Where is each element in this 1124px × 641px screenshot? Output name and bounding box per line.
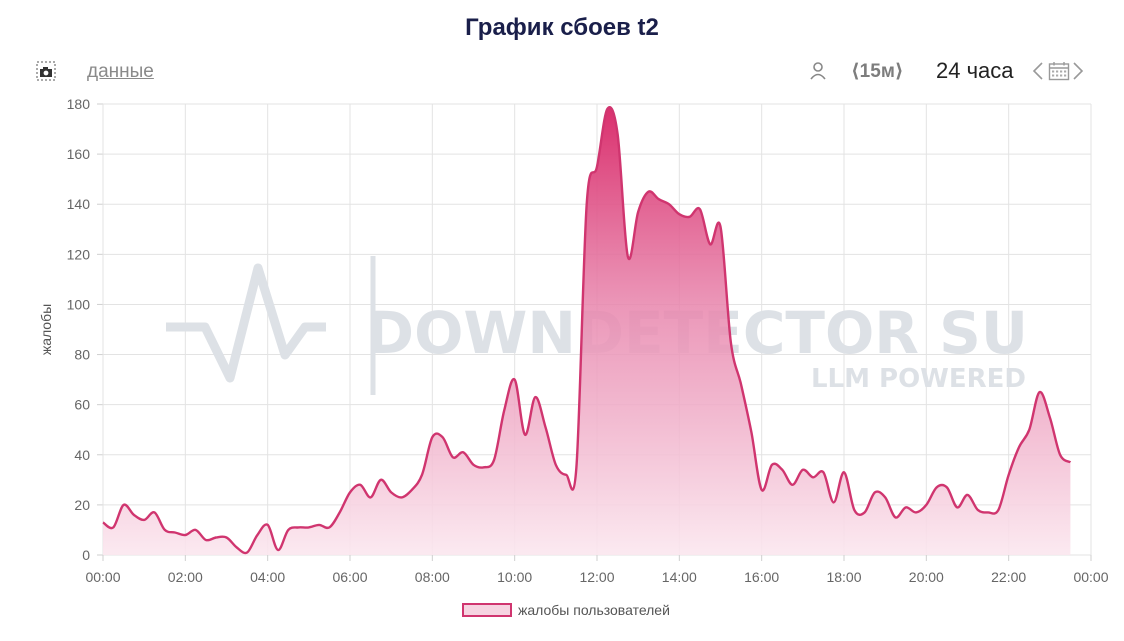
series-area	[103, 107, 1071, 556]
y-axis-ticks: 0 20 40 60 80 100 120 140 160 180	[67, 96, 91, 563]
y-tick-label: 0	[82, 547, 90, 563]
y-tick-label: 40	[74, 447, 90, 463]
x-axis-ticks: 00:00 02:00 04:00 06:00 08:00 10:00 12:00 14:00…	[85, 569, 1108, 585]
x-tick-label: 16:00	[744, 569, 779, 585]
x-tick-label: 00:00	[85, 569, 120, 585]
y-tick-label: 160	[67, 146, 91, 162]
y-tick-label: 20	[74, 497, 90, 513]
y-tick-label: 140	[67, 196, 91, 212]
x-tick-label: 08:00	[415, 569, 450, 585]
y-tick-label: 80	[74, 347, 90, 363]
x-tick-label: 10:00	[497, 569, 532, 585]
legend-swatch	[462, 603, 512, 617]
y-tick-label: 60	[74, 397, 90, 413]
page-title: График сбоев t2	[465, 14, 659, 41]
range-selector[interactable]: 24 часа	[936, 58, 1014, 83]
data-link[interactable]: данные	[87, 61, 154, 82]
calendar-icon[interactable]	[1048, 61, 1070, 81]
legend[interactable]: жалобы пользователей	[462, 600, 670, 620]
user-icon[interactable]	[808, 61, 828, 81]
y-axis-label: жалобы	[38, 304, 54, 355]
x-tick-label: 14:00	[662, 569, 697, 585]
x-tick-label: 00:00	[1073, 569, 1108, 585]
chevron-right-icon[interactable]	[1071, 60, 1085, 82]
x-tick-label: 02:00	[168, 569, 203, 585]
interval-selector[interactable]: ⟨15м⟩	[851, 61, 904, 82]
chevron-left-icon[interactable]	[1031, 60, 1045, 82]
x-tick-label: 22:00	[991, 569, 1026, 585]
x-tick-label: 20:00	[909, 569, 944, 585]
legend-label: жалобы пользователей	[518, 602, 670, 618]
y-tick-label: 100	[67, 296, 91, 312]
watermark-subtitle: LLM POWERED	[811, 364, 1026, 394]
watermark-logo-icon	[166, 263, 326, 383]
x-tick-label: 04:00	[250, 569, 285, 585]
camera-icon[interactable]	[36, 61, 56, 81]
x-tick-label: 12:00	[579, 569, 614, 585]
x-tick-label: 18:00	[826, 569, 861, 585]
x-tick-label: 06:00	[332, 569, 367, 585]
y-tick-label: 180	[67, 96, 91, 112]
series-line	[102, 105, 1072, 555]
y-tick-label: 120	[67, 246, 91, 262]
